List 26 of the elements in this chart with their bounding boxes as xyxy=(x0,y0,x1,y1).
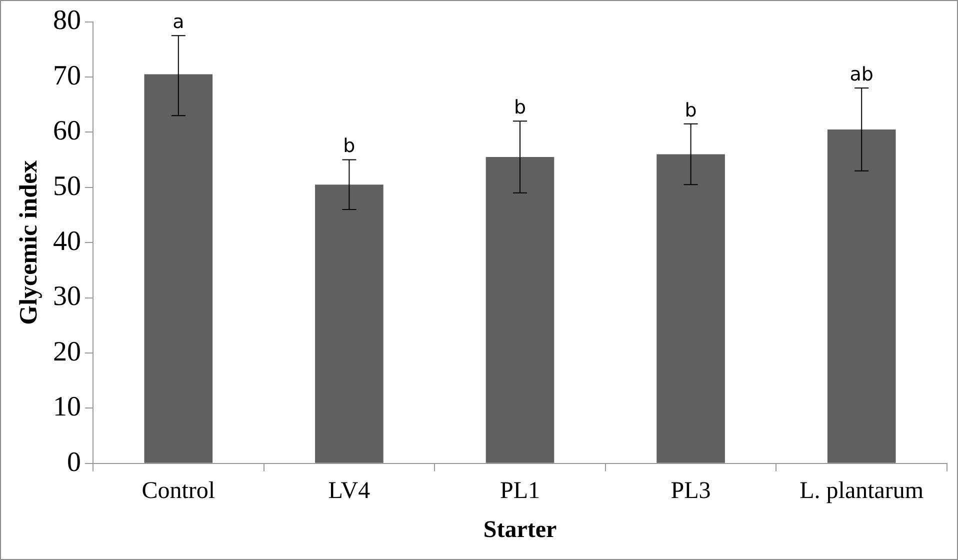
y-tick-label: 80 xyxy=(53,5,81,36)
y-tick-label: 30 xyxy=(53,281,81,312)
y-tick-label: 20 xyxy=(53,336,81,368)
y-tick-label: 10 xyxy=(53,392,81,423)
annotation: a xyxy=(172,11,184,34)
x-tick-label: L. plantarum xyxy=(800,478,924,504)
bar xyxy=(315,184,384,463)
y-axis-title: Glycemic index xyxy=(15,160,42,325)
y-tick-label: 50 xyxy=(53,170,81,202)
annotation: b xyxy=(684,99,697,122)
y-tick-label: 70 xyxy=(53,60,81,92)
bar xyxy=(656,154,725,463)
x-tick-label: PL3 xyxy=(670,478,711,504)
annotation: b xyxy=(343,135,356,158)
y-tick-label: 40 xyxy=(53,226,81,257)
bar xyxy=(144,74,213,463)
y-tick-label: 60 xyxy=(53,116,81,147)
x-tick-label: Control xyxy=(142,478,216,504)
annotation: ab xyxy=(850,63,874,86)
annotation: b xyxy=(514,96,526,119)
y-tick-label: 0 xyxy=(67,446,81,478)
x-axis-title: Starter xyxy=(483,516,557,543)
bar xyxy=(827,129,896,463)
x-tick-label: LV4 xyxy=(328,478,370,504)
x-tick-label: PL1 xyxy=(500,478,540,504)
bar xyxy=(486,157,554,463)
